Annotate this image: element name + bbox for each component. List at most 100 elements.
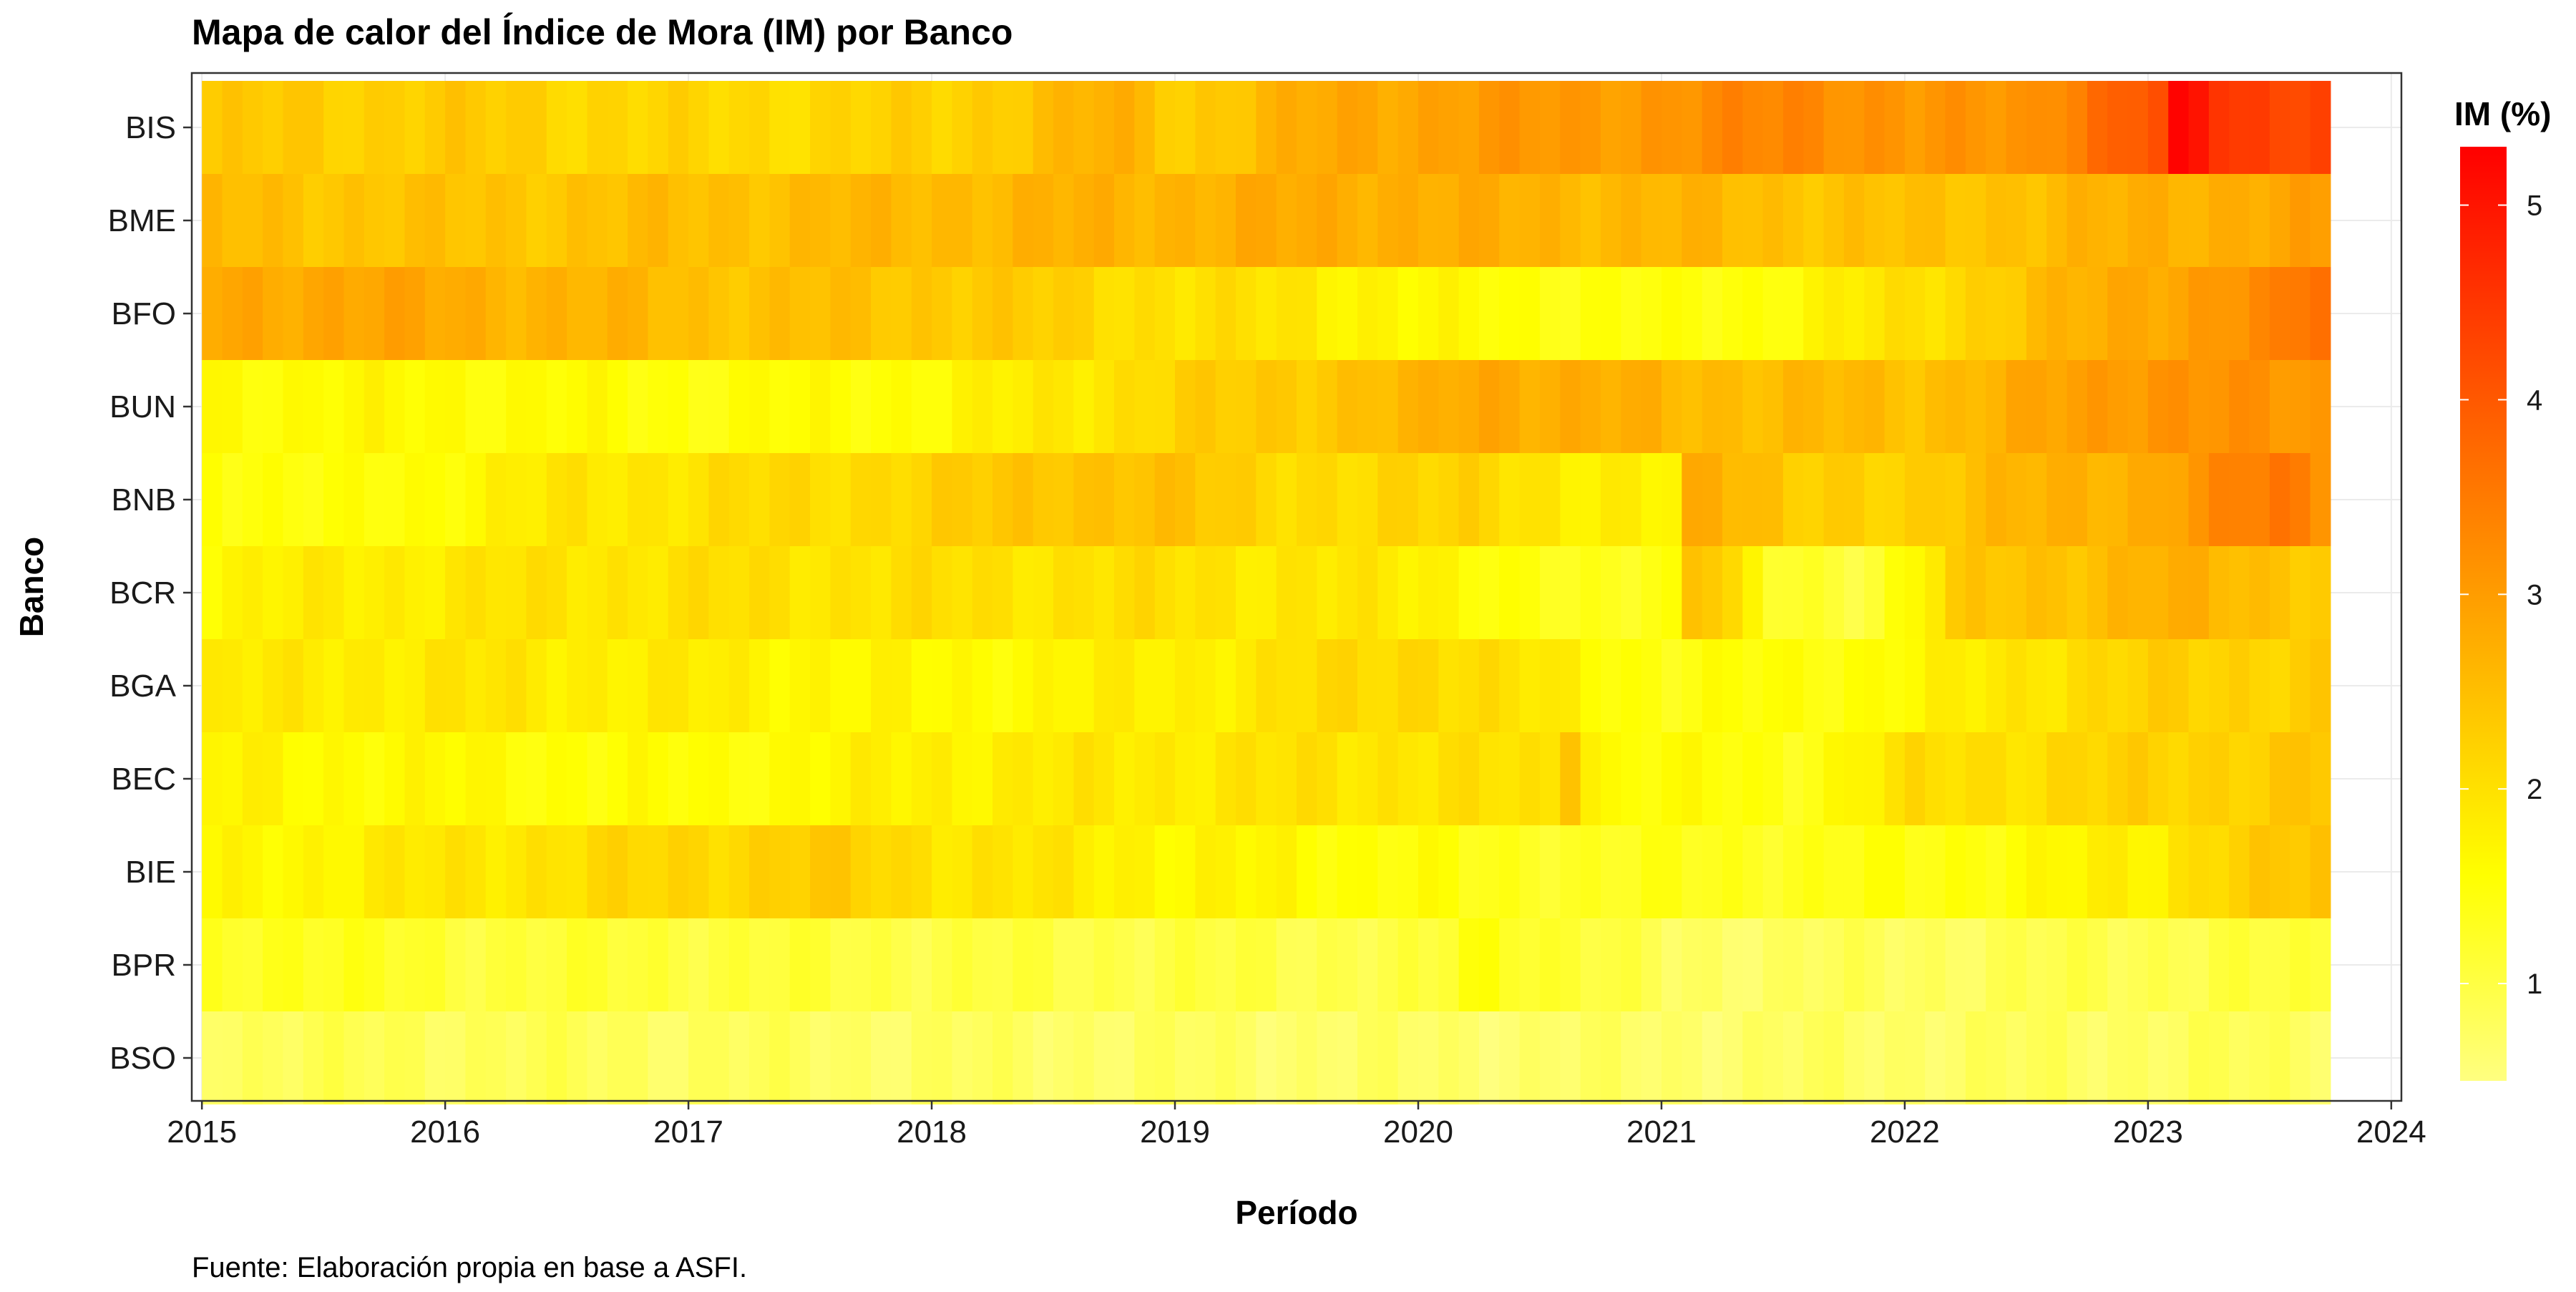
heatmap-cell (364, 267, 385, 360)
heatmap-cell (1438, 81, 1460, 174)
heatmap-cell (1742, 267, 1764, 360)
heatmap-cell (2067, 81, 2088, 174)
heatmap-cell (303, 639, 324, 732)
heatmap-cell (323, 825, 345, 918)
heatmap-cell (871, 453, 892, 546)
heatmap-cell (1600, 918, 1621, 1011)
heatmap-cell (222, 360, 243, 453)
heatmap-cell (1864, 81, 1885, 174)
heatmap-cell (708, 81, 730, 174)
heatmap-cell (1033, 174, 1054, 267)
heatmap-cell (1742, 546, 1764, 639)
heatmap-cell (1013, 360, 1034, 453)
heatmap-cell (1742, 918, 1764, 1011)
heatmap-cell (1236, 174, 1257, 267)
heatmap-cell (1033, 546, 1054, 639)
heatmap-cell (1803, 546, 1825, 639)
heatmap-cell (1458, 453, 1480, 546)
heatmap-cell (628, 732, 649, 825)
heatmap-cell (465, 1011, 487, 1104)
heatmap-cell (1215, 639, 1236, 732)
heatmap-cell (587, 1011, 608, 1104)
heatmap-cell (283, 732, 304, 825)
heatmap-cell (2107, 1011, 2129, 1104)
heatmap-cell (1519, 918, 1541, 1011)
heatmap-cell (911, 174, 932, 267)
heatmap-cell (1134, 360, 1156, 453)
heatmap-cell (364, 1011, 385, 1104)
heatmap-cell (1154, 732, 1176, 825)
heatmap-cell (1297, 546, 1317, 639)
heatmap-cell (648, 360, 669, 453)
heatmap-cell (343, 453, 365, 546)
heatmap-cell (1093, 1011, 1115, 1104)
y-tick-label: BCR (109, 575, 176, 611)
heatmap-cell (485, 1011, 507, 1104)
heatmap-cell (526, 825, 547, 918)
heatmap-cell (1580, 639, 1601, 732)
heatmap-cell (1195, 360, 1216, 453)
heatmap-cell (424, 639, 446, 732)
heatmap-cell (1722, 81, 1743, 174)
heatmap-cell (850, 1011, 872, 1104)
heatmap-cell (769, 174, 791, 267)
heatmap-cell (1377, 546, 1399, 639)
heatmap-cell (242, 267, 263, 360)
x-tick-label: 2015 (167, 1114, 237, 1150)
heatmap-cell (445, 81, 467, 174)
heatmap-cell (952, 81, 973, 174)
heatmap-cell (1782, 81, 1804, 174)
heatmap-cell (1945, 825, 1966, 918)
heatmap-cell (1276, 81, 1297, 174)
heatmap-cell (1458, 546, 1480, 639)
heatmap-cell (1397, 546, 1419, 639)
heatmap-cell (1236, 732, 1257, 825)
heatmap-cell (1337, 174, 1358, 267)
heatmap-cell (1093, 360, 1115, 453)
heatmap-cell (769, 360, 791, 453)
heatmap-cell (424, 453, 446, 546)
heatmap-cell (708, 453, 730, 546)
heatmap-cell (424, 81, 446, 174)
heatmap-cell (1297, 81, 1317, 174)
heatmap-cell (830, 174, 852, 267)
heatmap-cell (1925, 546, 1946, 639)
heatmap-cell (303, 1011, 324, 1104)
heatmap-cell (1843, 732, 1865, 825)
heatmap-cell (506, 825, 527, 918)
heatmap-cell (1236, 267, 1257, 360)
heatmap-cell (1580, 1011, 1601, 1104)
heatmap-cell (384, 1011, 406, 1104)
heatmap-cell (1864, 546, 1885, 639)
heatmap-cell (1986, 639, 2007, 732)
heatmap-cell (2229, 546, 2250, 639)
heatmap-cell (2046, 546, 2068, 639)
heatmap-cell (2147, 1011, 2169, 1104)
y-tick-label: BUN (109, 389, 176, 424)
heatmap-cell (2208, 918, 2230, 1011)
heatmap-cell (424, 1011, 446, 1104)
heatmap-cell (1397, 639, 1419, 732)
heatmap-cell (1722, 732, 1743, 825)
heatmap-cell (1175, 174, 1196, 267)
heatmap-cell (303, 918, 324, 1011)
heatmap-cell (749, 732, 771, 825)
heatmap-cell (1621, 267, 1642, 360)
heatmap-cell (972, 639, 993, 732)
heatmap-cell (1682, 825, 1703, 918)
heatmap-cell (2046, 267, 2068, 360)
heatmap-cell (2026, 546, 2047, 639)
heatmap-cell (2107, 639, 2129, 732)
heatmap-cell (911, 732, 932, 825)
heatmap-cell (1823, 639, 1845, 732)
heatmap-cell (1682, 1011, 1703, 1104)
heatmap-cell (1702, 918, 1723, 1011)
heatmap-cell (1945, 360, 1966, 453)
heatmap-cell (830, 453, 852, 546)
heatmap-cell (384, 825, 406, 918)
heatmap-cell (2006, 1011, 2027, 1104)
heatmap-cell (728, 639, 750, 732)
heatmap-cell (1661, 174, 1682, 267)
heatmap-cell (202, 918, 223, 1011)
